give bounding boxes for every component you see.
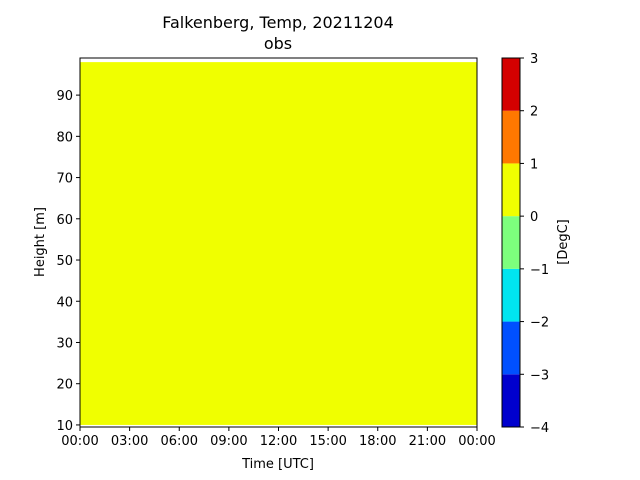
colorbar-tick-label: 3 — [530, 52, 538, 67]
colorbar-tick-label: −4 — [530, 421, 549, 436]
y-tick-label: 30 — [56, 336, 73, 351]
y-axis-label: Height [m] — [33, 207, 48, 277]
x-axis-label: Time [UTC] — [241, 457, 314, 472]
x-tick-label: 15:00 — [309, 434, 346, 449]
y-tick-label: 10 — [56, 419, 73, 434]
colorbar-segment — [502, 321, 520, 375]
colorbar-tick-label: 0 — [530, 210, 538, 225]
colorbar-tick-label: 1 — [530, 157, 538, 172]
colorbar-tick-label: 2 — [530, 105, 538, 120]
plot-area: 00:00 03:00 06:00 09:00 12:00 15:00 18:00 21:00… — [56, 57, 496, 449]
y-tick-label: 60 — [56, 213, 73, 228]
filled-field — [80, 62, 477, 425]
colorbar-tick-label: −2 — [530, 316, 549, 331]
y-tick-label: 70 — [56, 172, 73, 187]
x-tick-label: 18:00 — [359, 434, 396, 449]
y-tick-label: 80 — [56, 130, 73, 145]
x-tick-label: 03:00 — [111, 434, 148, 449]
chart-subtitle: obs — [264, 34, 292, 53]
x-tick-label: 09:00 — [210, 434, 247, 449]
colorbar-segment — [502, 216, 520, 269]
colorbar-segment — [502, 163, 520, 217]
x-tick-label: 21:00 — [409, 434, 446, 449]
x-tick-label: 00:00 — [458, 434, 495, 449]
colorbar-tick-label: −3 — [530, 368, 549, 383]
y-tick-label: 40 — [56, 295, 73, 310]
colorbar-segment — [502, 268, 520, 322]
chart-title: Falkenberg, Temp, 20211204 — [162, 13, 394, 32]
colorbar-segment — [502, 58, 520, 111]
x-tick-label: 12:00 — [260, 434, 297, 449]
colorbar-segment — [502, 110, 520, 164]
x-tick-label: 00:00 — [61, 434, 98, 449]
colorbar-frame — [501, 57, 521, 428]
colorbar-segment — [502, 374, 520, 427]
x-tick-label: 06:00 — [161, 434, 198, 449]
colorbar-label: [DegC] — [556, 219, 571, 264]
y-tick-label: 90 — [56, 89, 73, 104]
y-tick-label: 20 — [56, 378, 73, 393]
colorbar: −4 −3 −2 −1 0 1 2 3 — [501, 52, 549, 436]
y-tick-label: 50 — [56, 254, 73, 269]
colorbar-tick-label: −1 — [530, 263, 549, 278]
